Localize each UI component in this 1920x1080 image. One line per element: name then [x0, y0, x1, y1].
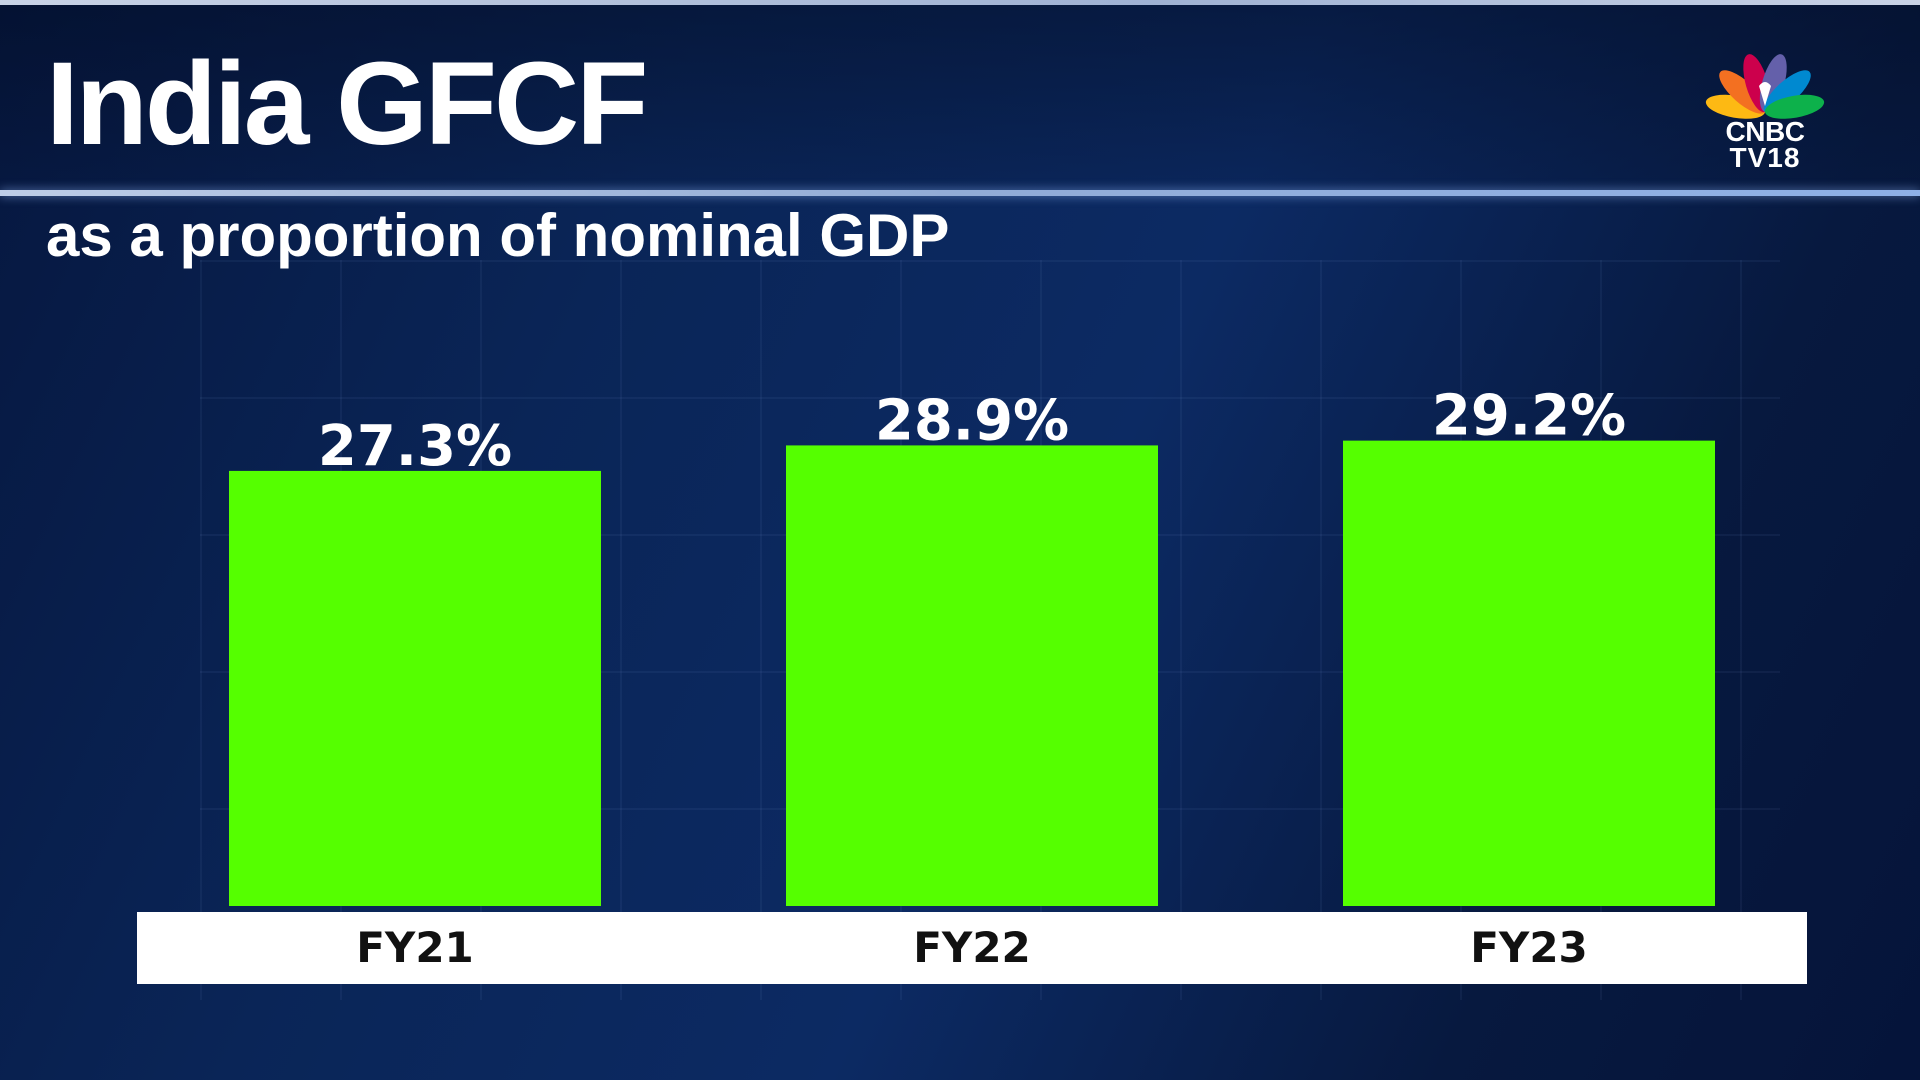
top-accent-strip [0, 0, 1920, 5]
chart-subtitle: as a proportion of nominal GDP [46, 202, 950, 269]
x-tick-label-fy22: FY22 [913, 923, 1031, 972]
bar-fy23 [1343, 440, 1715, 906]
x-tick-label-fy21: FY21 [356, 923, 474, 972]
header-band [0, 5, 1920, 190]
header-divider [0, 190, 1920, 196]
data-label-fy22: 28.9% [875, 388, 1069, 453]
data-label-fy23: 29.2% [1432, 384, 1626, 449]
logo-wordmark-tv18: TV18 [1729, 142, 1801, 173]
x-tick-label-fy23: FY23 [1470, 923, 1588, 972]
data-label-fy21: 27.3% [318, 414, 512, 479]
logo-wordmark-cnbc: CNBC [1725, 116, 1805, 147]
peacock-icon [1705, 54, 1825, 119]
chart-title: India GFCF [46, 38, 648, 170]
bar-fy21 [229, 470, 601, 906]
x-axis-band [137, 912, 1807, 984]
cnbc-tv18-logo: CNBC TV18 [1700, 40, 1830, 175]
bar-fy22 [786, 445, 1158, 906]
